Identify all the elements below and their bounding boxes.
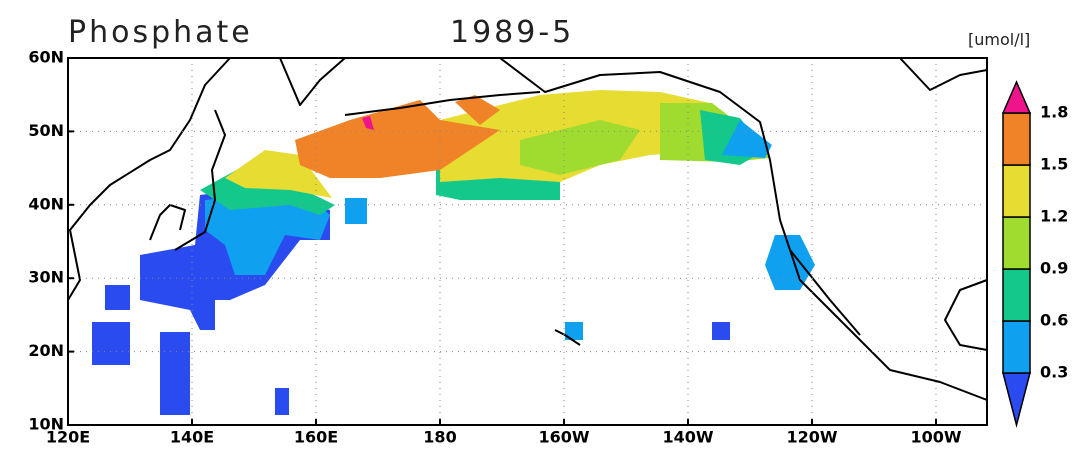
- colorbar-segment: [1002, 268, 1031, 322]
- lon-label: 140W: [662, 428, 713, 447]
- lon-label: 140E: [170, 428, 214, 447]
- colorbar-segment: [1002, 372, 1031, 428]
- lat-label: 20N: [28, 341, 64, 360]
- colorbar-label: 0.3: [1040, 363, 1068, 382]
- coastline: [67, 57, 231, 301]
- coastline: [174, 109, 226, 251]
- colorbar-segment: [1001, 80, 1032, 114]
- coastline: [279, 57, 346, 106]
- field-patch: [105, 285, 130, 310]
- field: [92, 90, 815, 415]
- field-patch: [225, 150, 332, 198]
- lon-label: 120W: [786, 428, 837, 447]
- colorbar-segment: [1002, 164, 1031, 218]
- field-patch: [722, 120, 772, 158]
- field-patch: [712, 322, 730, 340]
- coastlines: [67, 57, 988, 401]
- lon-label: 100W: [910, 428, 961, 447]
- colorbar-label: 1.5: [1040, 155, 1068, 174]
- field-patch: [565, 322, 583, 340]
- lat-label: 40N: [28, 194, 64, 213]
- field-patch: [362, 116, 374, 130]
- field-patch: [520, 120, 640, 175]
- lat-label: 10N: [28, 415, 64, 434]
- field-patch: [345, 198, 367, 224]
- field-patch: [160, 332, 190, 415]
- coastline: [344, 91, 541, 116]
- colorbar-segment: [1002, 320, 1031, 374]
- coastline: [789, 249, 861, 336]
- date: 1989-5: [450, 15, 574, 50]
- colorbar: 0.3 0.6 0.9 1.2 1.5 1.8: [1001, 80, 1068, 428]
- field-patch: [205, 190, 330, 275]
- field-patch: [92, 322, 130, 365]
- map-frame: [67, 57, 988, 426]
- colorbar-label: 1.8: [1040, 103, 1068, 122]
- coastline: [944, 279, 988, 351]
- coastline: [499, 57, 988, 401]
- field-patch: [295, 100, 500, 178]
- colorbar-label: 0.6: [1040, 311, 1068, 330]
- lon-label: 180: [423, 428, 456, 447]
- lon-label: 120E: [46, 428, 90, 447]
- units: [umol/l]: [968, 30, 1030, 49]
- lat-label: 30N: [28, 268, 64, 287]
- lat-label: 50N: [28, 121, 64, 140]
- coastline: [899, 57, 988, 91]
- coastline: [554, 329, 581, 346]
- lat-label: 60N: [28, 48, 64, 67]
- colorbar-segment: [1002, 112, 1031, 166]
- colorbar-label: 1.2: [1040, 207, 1068, 226]
- coastline: [149, 204, 186, 241]
- field-patch: [455, 95, 500, 125]
- field-patch: [275, 388, 289, 415]
- title: Phosphate: [68, 15, 253, 50]
- colorbar-segment: [1002, 216, 1031, 270]
- lon-label: 160E: [294, 428, 338, 447]
- lon-label: 160W: [538, 428, 589, 447]
- colorbar-label: 0.9: [1040, 259, 1068, 278]
- field-patch: [765, 235, 815, 290]
